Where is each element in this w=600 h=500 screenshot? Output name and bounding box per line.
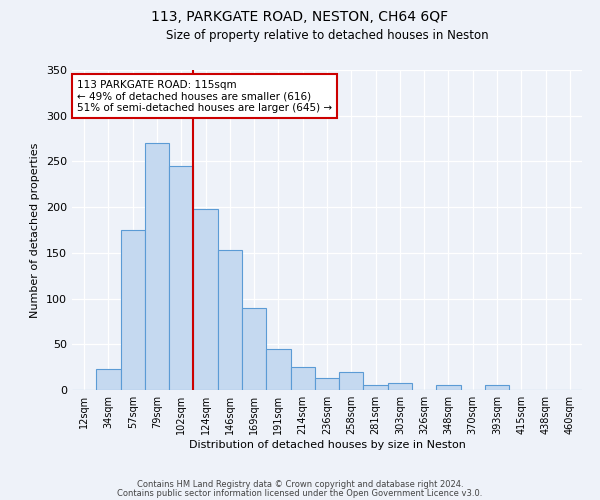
Bar xyxy=(315,378,339,390)
Bar xyxy=(339,372,364,390)
Title: Size of property relative to detached houses in Neston: Size of property relative to detached ho… xyxy=(166,30,488,43)
Bar xyxy=(266,349,290,390)
Bar xyxy=(388,382,412,390)
Bar xyxy=(169,166,193,390)
X-axis label: Distribution of detached houses by size in Neston: Distribution of detached houses by size … xyxy=(188,440,466,450)
Bar xyxy=(290,367,315,390)
Bar xyxy=(218,250,242,390)
Text: Contains HM Land Registry data © Crown copyright and database right 2024.: Contains HM Land Registry data © Crown c… xyxy=(137,480,463,489)
Bar xyxy=(121,230,145,390)
Text: 113 PARKGATE ROAD: 115sqm
← 49% of detached houses are smaller (616)
51% of semi: 113 PARKGATE ROAD: 115sqm ← 49% of detac… xyxy=(77,80,332,113)
Bar xyxy=(485,386,509,390)
Text: Contains public sector information licensed under the Open Government Licence v3: Contains public sector information licen… xyxy=(118,488,482,498)
Bar xyxy=(242,308,266,390)
Bar xyxy=(436,386,461,390)
Bar xyxy=(364,384,388,390)
Bar xyxy=(96,369,121,390)
Bar xyxy=(193,209,218,390)
Bar xyxy=(145,143,169,390)
Text: 113, PARKGATE ROAD, NESTON, CH64 6QF: 113, PARKGATE ROAD, NESTON, CH64 6QF xyxy=(151,10,449,24)
Y-axis label: Number of detached properties: Number of detached properties xyxy=(31,142,40,318)
